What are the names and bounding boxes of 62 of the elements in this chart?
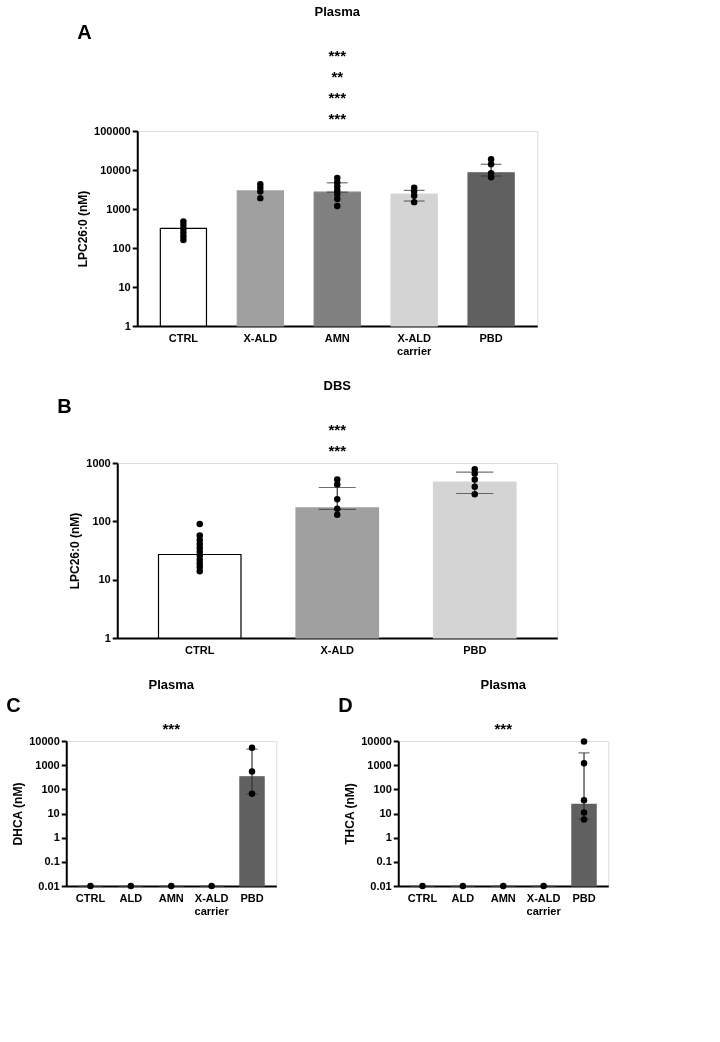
y-tick-label: 1000 [367,758,392,771]
text: D [338,694,353,716]
x-tick-label: CTRL [168,331,199,344]
x-tick-label: ALD [119,891,143,904]
text: *** [328,421,347,438]
y-tick-label: 100 [92,514,111,527]
chart-title: Plasma [148,677,195,692]
text: ** [331,68,344,85]
y-tick-label: 100 [112,241,131,254]
x-tick-label: CTRL [75,891,106,904]
x-tick-label: X-ALD [243,331,278,344]
x-tick-label: CTRL [185,643,215,656]
x-tick-label: AMN [490,891,516,904]
x-tick-label: X-ALD carrier [397,331,433,357]
text: C [6,694,21,716]
x-tick-label: PBD [240,891,264,904]
text: *** [494,720,513,737]
y-tick-label: 0.01 [370,879,392,892]
x-tick-label: PBD [463,643,487,656]
y-tick-label: 1000 [35,758,60,771]
y-tick-label: 0.1 [44,855,60,868]
x-tick-label: PBD [479,331,503,344]
chart-title: Plasma [480,677,527,692]
text: *** [328,47,347,64]
y-tick-label: 100000 [94,124,131,137]
text: *** [328,442,347,459]
y-tick-label: 10 [118,280,131,293]
x-tick-label: PBD [572,891,596,904]
text: *** [162,720,181,737]
y-tick-label: 10 [47,807,60,819]
text: *** [328,110,347,127]
x-tick-label: ALD [451,891,475,904]
y-tick-label: 10 [98,573,111,586]
y-axis-title: DHCA (nM) [11,782,26,846]
text: A [77,21,92,43]
x-tick-label: X-ALD carrier [526,891,562,917]
y-tick-label: 1 [385,831,392,844]
y-tick-label: 100 [373,782,392,795]
y-tick-label: 1 [124,319,131,332]
x-tick-label: X-ALD carrier [194,891,230,917]
y-tick-label: 10 [379,807,392,819]
y-tick-label: 100 [41,782,60,795]
y-tick-label: 10000 [100,163,131,176]
text: B [57,395,72,417]
y-axis-title: LPC26:0 (nM) [68,512,83,590]
y-tick-label: 1 [53,831,60,844]
y-axis-title: LPC26:0 (nM) [76,190,91,268]
y-tick-label: 0.01 [38,879,60,892]
y-tick-label: 10000 [29,734,60,747]
y-axis-title: THCA (nM) [343,783,358,845]
y-tick-label: 10000 [361,734,392,747]
y-tick-label: 1000 [86,456,111,469]
x-tick-label: X-ALD [320,643,355,656]
y-tick-label: 1000 [106,202,131,215]
x-tick-label: AMN [158,891,184,904]
chart-title: DBS [323,378,352,393]
y-tick-label: 0.1 [376,855,392,868]
y-tick-label: 1 [104,631,111,644]
x-tick-label: CTRL [407,891,438,904]
chart-title: Plasma [314,4,361,19]
x-tick-label: AMN [324,331,350,344]
text: *** [328,89,347,106]
